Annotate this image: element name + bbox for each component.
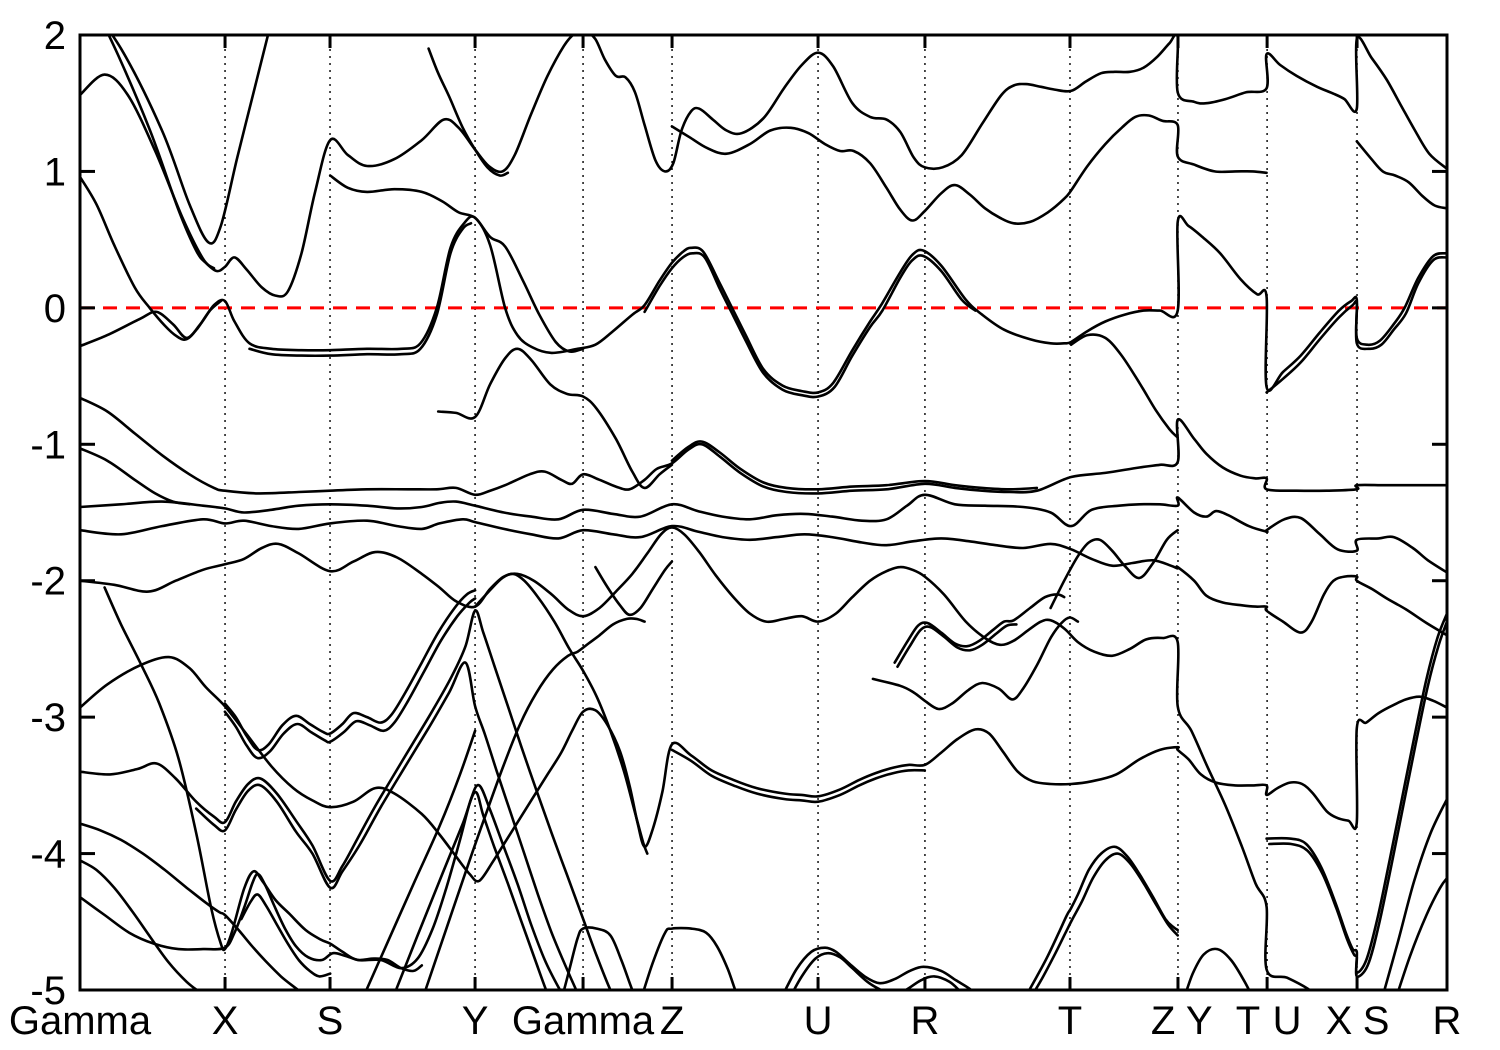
band-curve bbox=[80, 73, 216, 270]
band-curve bbox=[110, 35, 270, 245]
band-curve bbox=[562, 926, 634, 990]
band-curve bbox=[103, 586, 562, 990]
band-curve bbox=[223, 597, 477, 760]
band-curve bbox=[893, 593, 1066, 664]
band-curve bbox=[328, 174, 585, 354]
x-axis-label: Y bbox=[462, 999, 489, 1043]
band-curve bbox=[80, 493, 1447, 574]
band-curve bbox=[1033, 852, 1179, 990]
band-curve bbox=[643, 251, 977, 399]
plot-border bbox=[78, 33, 1449, 992]
x-axis-label: S bbox=[1363, 999, 1390, 1043]
band-curve bbox=[80, 214, 1447, 395]
band-curve bbox=[1069, 333, 1179, 439]
band-curve bbox=[223, 589, 477, 752]
band-curve bbox=[670, 440, 1039, 491]
band-curve bbox=[1027, 845, 1179, 990]
band-curve bbox=[436, 347, 674, 490]
band-curve bbox=[80, 859, 199, 990]
x-axis-label: T bbox=[1058, 999, 1082, 1043]
y-axis-label: -5 bbox=[30, 969, 66, 1013]
band-curve bbox=[80, 396, 1447, 497]
y-axis-label: -2 bbox=[30, 560, 66, 604]
y-axis-label: -3 bbox=[30, 696, 66, 740]
band-curve bbox=[80, 526, 1312, 990]
x-axis-label: R bbox=[910, 999, 939, 1043]
x-axis-label: T bbox=[1236, 999, 1260, 1043]
y-axis-label: 2 bbox=[44, 14, 66, 58]
band-curve bbox=[80, 822, 301, 990]
band-curve bbox=[1355, 140, 1447, 210]
band-curve bbox=[424, 617, 646, 990]
band-curve bbox=[1268, 620, 1447, 978]
x-axis-label: Z bbox=[660, 999, 684, 1043]
band-curve bbox=[792, 951, 961, 990]
y-axis-label: -1 bbox=[30, 423, 66, 467]
band-curve bbox=[194, 661, 578, 990]
band-curve bbox=[670, 748, 927, 804]
band-curve bbox=[364, 729, 477, 990]
band-curve bbox=[1265, 255, 1447, 394]
x-axis-label: X bbox=[212, 999, 239, 1043]
x-axis-label: U bbox=[1273, 999, 1302, 1043]
x-axis-label: U bbox=[804, 999, 833, 1043]
band-curve bbox=[80, 655, 1447, 883]
x-axis-label: Y bbox=[1186, 999, 1213, 1043]
band-curve bbox=[1185, 947, 1251, 990]
band-curve bbox=[896, 623, 1018, 668]
band-curve bbox=[594, 560, 674, 617]
y-axis-label: -4 bbox=[30, 833, 66, 877]
band-curve bbox=[1397, 876, 1447, 990]
x-axis-label: R bbox=[1433, 999, 1462, 1043]
band-curve bbox=[80, 872, 424, 973]
x-axis-label: Gamma bbox=[512, 999, 655, 1043]
band-curve bbox=[80, 517, 1447, 637]
x-axis-label: Gamma bbox=[9, 999, 152, 1043]
band-curve bbox=[642, 926, 737, 990]
band-curve bbox=[670, 113, 1268, 225]
y-axis-label: 0 bbox=[44, 287, 66, 331]
x-axis-label: Z bbox=[1151, 999, 1175, 1043]
band-curve bbox=[80, 447, 191, 506]
band-curve bbox=[240, 893, 332, 978]
band-curve bbox=[473, 572, 649, 855]
band-curve bbox=[1383, 797, 1447, 990]
band-curve bbox=[107, 35, 1447, 298]
x-axis-label: X bbox=[1326, 999, 1353, 1043]
band-curve bbox=[80, 609, 612, 990]
x-axis-label: S bbox=[317, 999, 344, 1043]
band-curve bbox=[1049, 528, 1179, 610]
band-curve bbox=[871, 616, 1080, 711]
band-curve bbox=[427, 47, 510, 177]
band-curve bbox=[783, 946, 974, 990]
band-curve bbox=[394, 790, 548, 990]
band-curve bbox=[248, 222, 473, 358]
y-axis-label: 1 bbox=[44, 150, 66, 194]
